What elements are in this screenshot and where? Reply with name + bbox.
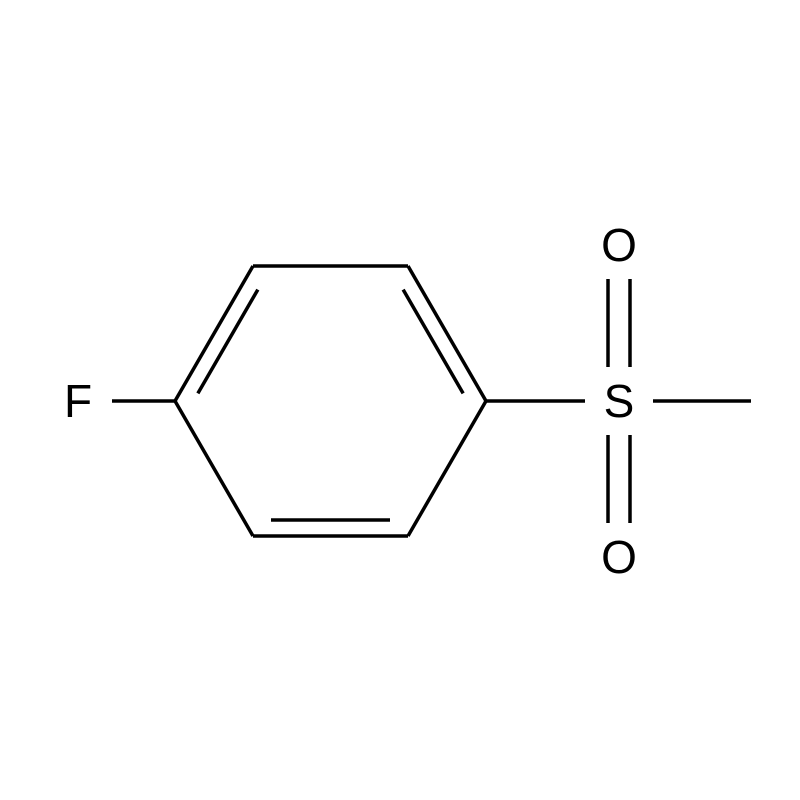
atom-label-s: S	[604, 375, 635, 427]
molecule-diagram: F S O O	[0, 0, 800, 800]
atom-label-o1: O	[601, 219, 637, 271]
atom-label-f: F	[64, 375, 92, 427]
atom-label-o2: O	[601, 531, 637, 583]
bonds-layer	[112, 266, 751, 536]
